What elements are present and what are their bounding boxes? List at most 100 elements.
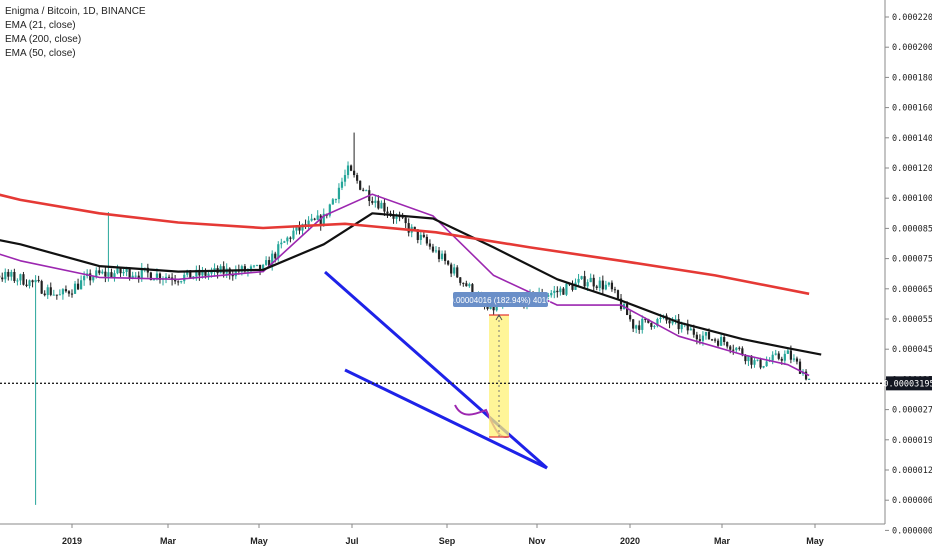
candle-body <box>686 323 689 331</box>
candle-body <box>89 273 92 281</box>
candle-body <box>404 217 407 224</box>
candle-body <box>744 355 747 362</box>
price-axis-label: 0.00001200 <box>892 466 932 476</box>
candle-body <box>653 326 656 328</box>
time-axis-label: May <box>250 536 268 546</box>
candle-body <box>334 199 337 201</box>
candle-body <box>447 260 450 265</box>
time-axis-label: Mar <box>160 536 177 546</box>
candle-body <box>598 280 601 288</box>
candle-body <box>365 190 368 192</box>
candle-body <box>450 264 453 274</box>
price-axis-label: 0.00010000 <box>892 194 932 204</box>
time-axis-label: Nov <box>528 536 545 546</box>
price-axis-label: 0.00020000 <box>892 43 932 53</box>
candle-body <box>428 243 432 247</box>
candle-body <box>632 319 635 329</box>
candle-body <box>295 225 298 231</box>
candle-body <box>710 339 714 341</box>
candle-body <box>210 271 213 274</box>
candle-body <box>583 276 586 287</box>
candle-body <box>67 291 71 294</box>
candle-body <box>644 318 647 320</box>
candle-body <box>274 253 277 259</box>
candle-body <box>286 237 289 242</box>
candle-body <box>40 281 43 294</box>
candle-body <box>786 350 789 354</box>
candle-body <box>468 284 471 287</box>
candle-body <box>280 242 283 245</box>
candle-body <box>783 353 786 361</box>
candle-body <box>292 230 295 239</box>
ema200-line <box>0 193 810 296</box>
candle-body <box>107 272 110 277</box>
candle-body <box>747 355 750 362</box>
candle-body <box>316 215 319 220</box>
candle-body <box>762 366 765 368</box>
candle-body <box>771 354 774 361</box>
candle-body <box>189 270 192 279</box>
candle-body <box>70 293 74 295</box>
candle-body <box>207 273 210 276</box>
candle-body <box>322 213 325 226</box>
candle-body <box>55 294 58 296</box>
candle-body <box>22 274 25 285</box>
candle-body <box>268 260 271 267</box>
candle-body <box>671 319 674 324</box>
price-axis-label: 0.00006500 <box>892 285 932 295</box>
candle-body <box>377 200 380 209</box>
candle-body <box>471 284 474 297</box>
candle-body <box>28 280 31 286</box>
candle-body <box>271 253 274 267</box>
candle-body <box>698 339 701 341</box>
candle-body <box>113 273 116 278</box>
candle-body <box>401 216 404 218</box>
candle-body <box>759 359 762 368</box>
candle-body <box>95 270 98 277</box>
candle-body <box>356 175 359 181</box>
legend-ema50: EMA (50, close) <box>5 48 76 59</box>
candle-body <box>659 317 662 320</box>
candle-body <box>19 274 22 281</box>
candle-body <box>110 272 113 278</box>
candle-body <box>459 277 462 283</box>
legend-ema21: EMA (21, close) <box>5 20 76 31</box>
ema50-line <box>0 212 822 356</box>
candle-body <box>738 347 741 349</box>
candle-body <box>383 202 386 212</box>
candle-body <box>668 320 671 324</box>
current-price-tag <box>886 376 932 391</box>
candle-body <box>362 189 365 191</box>
candle-body <box>413 226 416 230</box>
candle-body <box>4 271 7 280</box>
candle-body <box>580 276 583 279</box>
candle-body <box>729 346 732 350</box>
chart-legend: Enigma / Bitcoin, 1D, BINANCE EMA (21, c… <box>5 5 146 61</box>
candle-body <box>164 276 168 279</box>
candle-body <box>804 371 808 380</box>
candle-body <box>765 361 768 367</box>
candle-body <box>595 286 598 288</box>
candle-body <box>195 269 198 277</box>
price-axis-label: 0.00018000 <box>892 73 932 83</box>
candle-body <box>559 288 562 293</box>
candle-body <box>137 275 140 279</box>
candle-body <box>183 274 186 282</box>
candle-body <box>255 264 259 266</box>
candle-body <box>674 319 677 321</box>
candle-body <box>577 278 580 283</box>
price-axis-label: 0.00000600 <box>892 496 932 506</box>
candle-body <box>152 279 155 281</box>
candle-body <box>340 181 344 188</box>
candle-body <box>43 293 46 296</box>
candle-body <box>258 264 262 272</box>
candle-body <box>592 277 595 287</box>
time-axis-label: Mar <box>714 536 731 546</box>
candle-body <box>422 234 425 237</box>
candle-body <box>149 272 152 280</box>
candle-body <box>352 170 356 176</box>
candle-body <box>79 280 83 290</box>
candle-body <box>550 292 553 296</box>
